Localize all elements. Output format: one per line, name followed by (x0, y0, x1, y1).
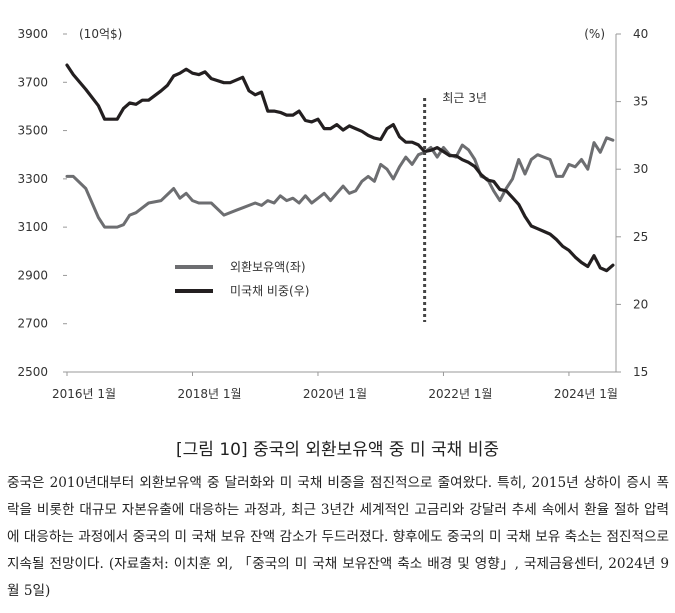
left-tick-label: 3300 (17, 172, 48, 186)
left-axis-ticks: 2500 2700 2900 3100 3300 3500 3700 3900 (17, 27, 67, 379)
series-lines (65, 63, 615, 273)
right-tick-label: 30 (633, 162, 648, 176)
x-tick-label: 2018년 1월 (177, 387, 241, 401)
legend-label-treasury-share: 미국채 비중(우) (230, 284, 309, 298)
left-tick-label: 3100 (17, 220, 48, 234)
left-tick-label: 3500 (17, 124, 48, 138)
figure-caption-title: [그림 10] 중국의 외환보유액 중 미 국채 비중 (176, 440, 499, 460)
right-tick-label: 25 (633, 230, 648, 244)
annotation-label: 최근 3년 (442, 91, 487, 105)
figure-caption-body: 중국은 2010년대부터 외환보유액 중 달러화와 미 국채 비중을 점진적으로… (7, 475, 669, 599)
right-tick-label: 35 (633, 95, 648, 109)
plot-frame (67, 34, 617, 373)
right-tick-label: 40 (633, 27, 648, 41)
left-axis-unit: (10억$) (79, 27, 122, 41)
left-tick-label: 2500 (17, 365, 48, 379)
series-line-treasury-share (65, 63, 615, 273)
x-tick-label: 2020년 1월 (303, 387, 367, 401)
line-chart: 2500 2700 2900 3100 3300 3500 3700 3900 15 20 25 3… (17, 27, 648, 401)
annotation: 최근 3년 (423, 91, 487, 322)
x-tick-label: 2016년 1월 (52, 387, 116, 401)
x-tick-label: 2024년 1월 (554, 387, 618, 401)
left-tick-label: 3900 (17, 27, 48, 41)
right-axis-unit: (%) (584, 27, 605, 41)
x-axis-ticks: 2016년 1월 2018년 1월 2020년 1월 2022년 1월 2024년 1월 (52, 372, 618, 401)
left-tick-label: 2700 (17, 317, 48, 331)
left-tick-label: 3700 (17, 75, 48, 89)
left-tick-label: 2900 (17, 268, 48, 282)
legend: 외환보유액(좌) 미국채 비중(우) (175, 260, 309, 298)
legend-label-reserves: 외환보유액(좌) (230, 260, 306, 274)
right-tick-label: 15 (633, 365, 648, 379)
series-line-reserves (65, 136, 615, 229)
right-tick-label: 20 (633, 297, 648, 311)
right-axis-ticks: 15 20 25 30 35 40 (616, 27, 648, 379)
x-tick-label: 2022년 1월 (428, 387, 492, 401)
